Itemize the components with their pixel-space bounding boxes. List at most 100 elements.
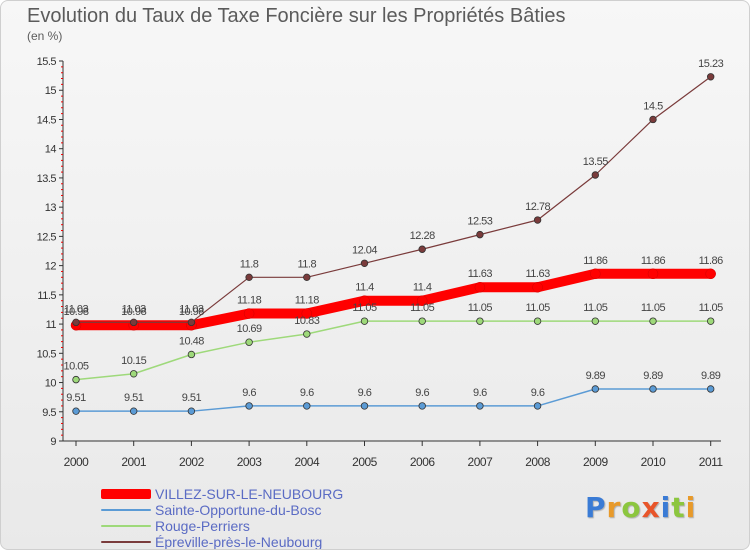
series-line — [75, 76, 712, 323]
data-label: 11.86 — [641, 255, 666, 267]
x-tick-label: 2004 — [294, 455, 320, 469]
data-point — [129, 318, 138, 327]
data-point — [360, 317, 369, 325]
y-tick-label: 13 — [45, 202, 57, 214]
series-line — [71, 268, 716, 331]
data-label: 11.8 — [298, 258, 317, 270]
data-label: 11.03 — [122, 303, 147, 315]
data-point — [591, 171, 599, 179]
data-label: 15.23 — [698, 58, 723, 70]
legend-item: Épreville-près-le-Neubourg — [101, 534, 322, 549]
data-label: 12.78 — [525, 201, 550, 213]
data-point — [418, 245, 426, 253]
x-tick-label: 2009 — [583, 455, 609, 469]
y-tick-label: 9.5 — [42, 407, 56, 419]
series-line — [75, 320, 712, 381]
legend-swatch — [101, 489, 151, 499]
data-label: 11.18 — [237, 295, 262, 307]
data-point — [591, 317, 599, 325]
data-point — [72, 375, 80, 384]
data-label: 11.4 — [355, 282, 374, 294]
data-label: 14.5 — [643, 100, 663, 112]
data-label: 10.98 — [63, 306, 88, 318]
data-label: 11.86 — [583, 255, 608, 267]
data-label: 9.89 — [586, 370, 606, 382]
x-tick-label: 2001 — [121, 455, 147, 469]
data-label: 11.05 — [583, 302, 608, 314]
data-point — [187, 350, 196, 359]
data-point — [418, 317, 426, 325]
data-label: 9.51 — [124, 392, 144, 404]
data-point — [301, 308, 313, 319]
data-label: 9.89 — [643, 370, 663, 382]
data-point — [129, 407, 138, 415]
x-tick-label: 2002 — [179, 455, 205, 469]
data-label: 10.15 — [121, 355, 146, 367]
data-point — [476, 230, 484, 239]
data-label: 11.05 — [699, 302, 724, 314]
data-label: 11.18 — [295, 295, 320, 307]
data-point — [649, 385, 657, 393]
y-tick-label: 14 — [45, 144, 57, 156]
data-label: 12.04 — [352, 244, 377, 256]
data-point — [707, 73, 715, 81]
x-tick-label: 2003 — [237, 455, 263, 469]
legend-item: Rouge-Perriers — [101, 518, 250, 534]
data-label: 11.05 — [352, 302, 377, 314]
x-tick-label: 2011 — [699, 455, 724, 469]
data-label: 11.63 — [468, 268, 493, 280]
data-label: 9.6 — [531, 387, 545, 399]
x-tick-label: 2005 — [352, 455, 378, 469]
y-tick-label: 14.5 — [37, 114, 57, 126]
legend-label: VILLEZ-SUR-LE-NEUBOURG — [155, 486, 344, 502]
data-point — [360, 259, 369, 267]
legend-swatch — [101, 509, 151, 511]
data-point — [187, 407, 196, 415]
data-label: 9.6 — [358, 387, 372, 399]
x-tick-label: 2008 — [525, 455, 551, 469]
data-point — [590, 268, 601, 280]
data-point — [474, 281, 486, 293]
data-point — [418, 402, 426, 410]
x-tick-label: 2000 — [64, 455, 90, 469]
data-point — [533, 402, 542, 410]
legend-label: Rouge-Perriers — [155, 518, 250, 534]
data-point — [476, 402, 484, 410]
data-labels: 9.51 9.51 9.51 9.6 9.6 9.6 9.6 9.6 9.6 9.89 9.89 9.… — [63, 58, 724, 404]
data-label: 12.53 — [467, 216, 492, 228]
data-label: 11.63 — [525, 268, 550, 280]
data-point — [129, 370, 138, 378]
data-point — [359, 295, 370, 306]
data-point — [303, 402, 311, 410]
data-point — [72, 318, 80, 327]
data-label: 10.98 — [121, 306, 146, 318]
chart-title: Evolution du Taux de Taxe Foncière sur l… — [27, 5, 566, 27]
data-point — [533, 216, 542, 224]
y-tick-label: 10 — [45, 378, 57, 390]
data-label: 11.05 — [468, 302, 493, 314]
data-label: 9.51 — [182, 392, 202, 404]
data-label: 10.48 — [179, 335, 204, 347]
x-tick-label: 2007 — [468, 455, 494, 469]
series-layer — [70, 73, 716, 415]
data-label: 11.4 — [413, 282, 432, 294]
data-point — [533, 317, 542, 325]
data-label: 12.28 — [410, 230, 435, 242]
data-label: 10.98 — [179, 306, 204, 318]
data-label: 13.55 — [583, 156, 608, 168]
y-tick-label: 15.5 — [37, 56, 57, 68]
y-tick-label: 10.5 — [37, 348, 57, 360]
data-point — [647, 268, 659, 280]
data-point — [707, 317, 715, 325]
x-tick-label: 2006 — [410, 455, 436, 469]
series-line — [75, 388, 712, 412]
data-label: 11.05 — [525, 302, 550, 314]
data-point — [707, 385, 715, 393]
data-label: 10.83 — [294, 315, 319, 327]
data-point — [591, 385, 599, 393]
y-tick-label: 12.5 — [37, 231, 57, 243]
data-label: 11.8 — [240, 258, 259, 270]
data-label: 9.89 — [701, 370, 721, 382]
